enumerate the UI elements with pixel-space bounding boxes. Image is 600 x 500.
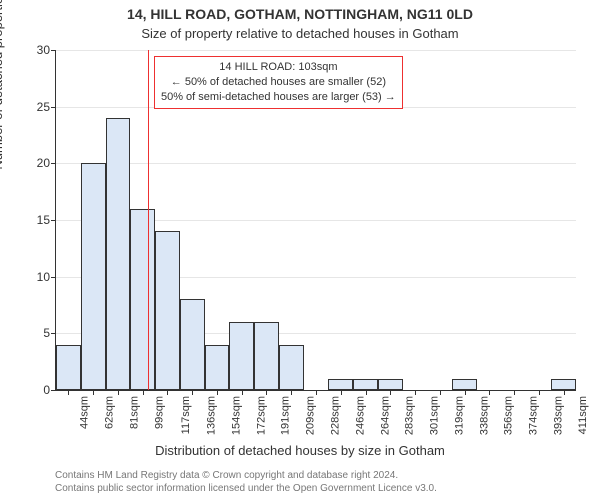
histogram-bar	[328, 379, 353, 390]
annotation-box: 14 HILL ROAD: 103sqm← 50% of detached ho…	[154, 56, 403, 109]
x-tick-mark	[514, 390, 515, 395]
x-tick-label: 209sqm	[305, 396, 317, 435]
x-tick-mark	[390, 390, 391, 395]
x-tick-label: 228sqm	[330, 396, 342, 435]
y-tick-label: 20	[37, 156, 50, 170]
x-tick-mark	[93, 390, 94, 395]
x-tick-label: 62sqm	[104, 396, 116, 429]
y-axis-label: Number of detached properties	[0, 0, 5, 230]
x-tick-label: 393sqm	[552, 396, 564, 435]
x-tick-mark	[341, 390, 342, 395]
footer-line: Contains HM Land Registry data © Crown c…	[55, 469, 437, 482]
histogram-bar	[279, 345, 304, 390]
x-tick-mark	[68, 390, 69, 395]
histogram-bar	[81, 163, 106, 390]
x-tick-label: 246sqm	[354, 396, 366, 435]
x-tick-mark	[316, 390, 317, 395]
histogram-bar	[180, 299, 205, 390]
grid-line	[56, 163, 576, 164]
y-tick-label: 10	[37, 270, 50, 284]
annotation-line: 50% of semi-detached houses are larger (…	[161, 90, 396, 105]
histogram-bar	[551, 379, 576, 390]
y-tick-mark	[51, 107, 56, 108]
x-tick-label: 356sqm	[503, 396, 515, 435]
y-tick-label: 0	[43, 383, 50, 397]
y-tick-label: 15	[37, 213, 50, 227]
x-tick-mark	[440, 390, 441, 395]
annotation-line: 14 HILL ROAD: 103sqm	[161, 60, 396, 75]
histogram-bar	[353, 379, 378, 390]
footer-line: Contains public sector information licen…	[55, 482, 437, 495]
reference-line	[148, 50, 149, 390]
x-tick-mark	[489, 390, 490, 395]
x-tick-mark	[217, 390, 218, 395]
annotation-line: ← 50% of detached houses are smaller (52…	[161, 75, 396, 90]
chart-container: 14, HILL ROAD, GOTHAM, NOTTINGHAM, NG11 …	[0, 0, 600, 500]
y-tick-mark	[51, 277, 56, 278]
histogram-bar	[155, 231, 180, 390]
x-tick-mark	[564, 390, 565, 395]
x-tick-label: 154sqm	[231, 396, 243, 435]
x-tick-label: 81sqm	[128, 396, 140, 429]
histogram-bar	[205, 345, 230, 390]
x-tick-label: 264sqm	[379, 396, 391, 435]
x-tick-mark	[143, 390, 144, 395]
x-tick-mark	[366, 390, 367, 395]
y-tick-label: 25	[37, 100, 50, 114]
x-tick-label: 117sqm	[181, 396, 193, 434]
histogram-bar	[229, 322, 254, 390]
x-tick-mark	[118, 390, 119, 395]
x-tick-label: 411sqm	[577, 396, 589, 434]
x-tick-mark	[465, 390, 466, 395]
y-tick-mark	[51, 220, 56, 221]
histogram-bar	[56, 345, 81, 390]
x-tick-mark	[291, 390, 292, 395]
x-tick-mark	[192, 390, 193, 395]
y-tick-label: 30	[37, 43, 50, 57]
x-tick-mark	[167, 390, 168, 395]
x-tick-label: 136sqm	[206, 396, 218, 435]
x-tick-label: 99sqm	[153, 396, 165, 429]
histogram-bar	[254, 322, 279, 390]
x-tick-mark	[242, 390, 243, 395]
histogram-bar	[378, 379, 403, 390]
y-tick-mark	[51, 333, 56, 334]
histogram-bar	[130, 209, 155, 390]
x-tick-label: 172sqm	[255, 396, 267, 435]
y-tick-mark	[51, 50, 56, 51]
y-tick-mark	[51, 163, 56, 164]
x-tick-label: 301sqm	[429, 396, 441, 435]
chart-title-sub: Size of property relative to detached ho…	[0, 26, 600, 41]
x-tick-mark	[415, 390, 416, 395]
x-tick-mark	[539, 390, 540, 395]
plot-area: 05101520253044sqm62sqm81sqm99sqm117sqm13…	[55, 50, 576, 391]
footer-attribution: Contains HM Land Registry data © Crown c…	[55, 469, 437, 495]
x-tick-label: 338sqm	[478, 396, 490, 435]
histogram-bar	[106, 118, 131, 390]
grid-line	[56, 50, 576, 51]
histogram-bar	[452, 379, 477, 390]
y-tick-label: 5	[43, 326, 50, 340]
x-tick-label: 374sqm	[528, 396, 540, 435]
x-tick-label: 283sqm	[404, 396, 416, 435]
x-tick-label: 191sqm	[280, 396, 292, 435]
x-tick-mark	[266, 390, 267, 395]
chart-title-main: 14, HILL ROAD, GOTHAM, NOTTINGHAM, NG11 …	[0, 6, 600, 22]
x-tick-label: 44sqm	[79, 396, 91, 429]
x-tick-label: 319sqm	[453, 396, 465, 435]
x-axis-label: Distribution of detached houses by size …	[0, 443, 600, 458]
y-tick-mark	[51, 390, 56, 391]
